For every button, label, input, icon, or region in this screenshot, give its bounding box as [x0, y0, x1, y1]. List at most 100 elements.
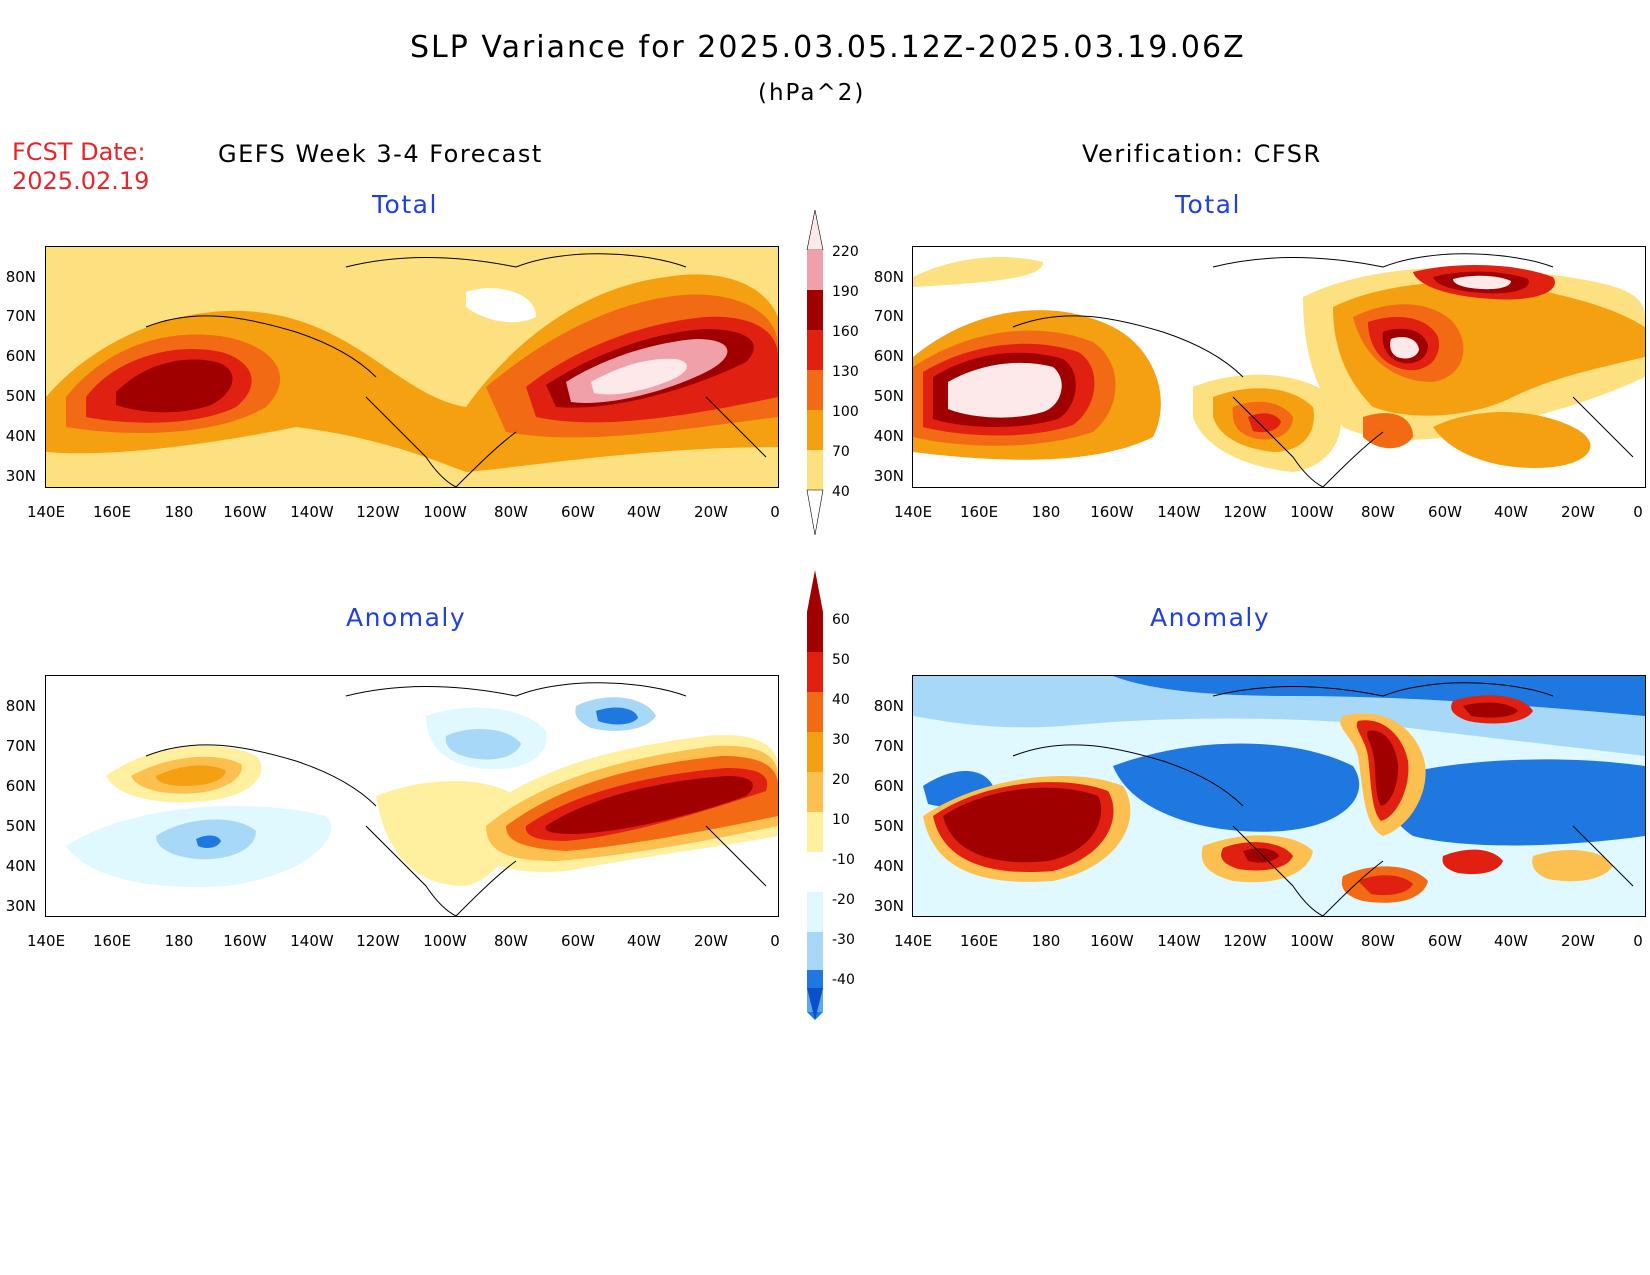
lon-label: 100W: [1290, 503, 1334, 521]
forecast-total-field: [46, 247, 778, 487]
lon-label: 40W: [1494, 503, 1528, 521]
lon-label: 0: [1633, 503, 1643, 521]
lon-label: 140W: [1157, 932, 1201, 950]
lon-label: 160E: [92, 503, 132, 521]
lon-label: 100W: [423, 932, 467, 950]
cbar-label: 50: [832, 652, 850, 668]
lon-label: 140W: [290, 932, 334, 950]
cbar-label: 220: [832, 244, 859, 260]
lon-label: 160W: [223, 503, 267, 521]
lon-label: 20W: [694, 503, 728, 521]
lon-label: 100W: [423, 503, 467, 521]
cbar-swatch: [807, 988, 823, 1020]
cbar-swatch: [807, 892, 823, 932]
lon-label: 60W: [1428, 932, 1462, 950]
lat-label: 30N: [873, 467, 904, 485]
lat-label: 80N: [5, 268, 36, 286]
cbar-label: 20: [832, 772, 850, 788]
lon-label: 80W: [494, 503, 528, 521]
lon-label: 40W: [627, 932, 661, 950]
anomaly-colorbar-tail: [807, 970, 823, 1020]
cbar-label: -20: [832, 892, 855, 908]
lat-label: 70N: [873, 307, 904, 325]
cbar-label: 30: [832, 732, 850, 748]
fcst-date-value: 2025.02.19: [12, 167, 150, 195]
lat-label: 50N: [5, 387, 36, 405]
cbar-swatch: [807, 652, 823, 692]
verification-total-field: [913, 247, 1645, 487]
lon-label: 140E: [26, 503, 66, 521]
cbar-swatch: [807, 970, 823, 988]
cbar-swatch: [807, 612, 823, 652]
lon-label: 180: [164, 932, 194, 950]
forecast-anomaly-field: [46, 676, 778, 916]
cbar-swatch: [807, 330, 823, 370]
lon-label: 160E: [959, 932, 999, 950]
cbar-swatch: [807, 932, 823, 972]
cbar-label: -10: [832, 852, 855, 868]
lon-label: 180: [164, 503, 194, 521]
cbar-swatch: [807, 450, 823, 490]
lat-label: 50N: [5, 817, 36, 835]
lon-label: 140E: [26, 932, 66, 950]
cbar-swatch: [807, 250, 823, 290]
lon-label: 60W: [561, 503, 595, 521]
cbar-label: 130: [832, 364, 859, 380]
lon-label: 160E: [92, 932, 132, 950]
lon-label: 140W: [1157, 503, 1201, 521]
lon-label: 20W: [1561, 503, 1595, 521]
cbar-swatch: [807, 852, 823, 892]
lon-label: 160W: [1090, 932, 1134, 950]
fcst-date-caption: FCST Date:: [12, 138, 146, 166]
lon-label: 100W: [1290, 932, 1334, 950]
lat-label: 80N: [873, 268, 904, 286]
figure-title: SLP Variance for 2025.03.05.12Z-2025.03.…: [410, 30, 1246, 65]
cbar-label: -40: [832, 972, 855, 988]
cbar-swatch: [807, 370, 823, 410]
lon-label: 80W: [1361, 503, 1395, 521]
units-label: (hPa^2): [758, 80, 866, 106]
cbar-label: 100: [832, 404, 859, 420]
anomaly-colorbar: [807, 570, 823, 1020]
lat-label: 50N: [873, 387, 904, 405]
lat-label: 40N: [5, 427, 36, 445]
forecast-anomaly-subtitle: Anomaly: [346, 603, 467, 632]
lon-label: 140W: [290, 503, 334, 521]
lat-label: 60N: [5, 777, 36, 795]
lat-label: 80N: [5, 697, 36, 715]
lon-label: 0: [770, 503, 780, 521]
cbar-swatch: [807, 570, 823, 612]
lat-label: 30N: [5, 897, 36, 915]
lon-label: 20W: [694, 932, 728, 950]
lon-label: 160W: [1090, 503, 1134, 521]
cbar-label: 40: [832, 484, 850, 500]
lat-label: 30N: [873, 897, 904, 915]
verification-total-subtitle: Total: [1175, 190, 1241, 219]
lon-label: 80W: [1361, 932, 1395, 950]
cbar-label: 70: [832, 444, 850, 460]
lat-label: 30N: [5, 467, 36, 485]
lon-label: 40W: [1494, 932, 1528, 950]
fcst-date-label: FCST Date: 2025.02.19: [12, 138, 149, 196]
cbar-label: 160: [832, 324, 859, 340]
verification-anomaly-map: [912, 675, 1646, 917]
lon-label: 160W: [223, 932, 267, 950]
lat-label: 40N: [5, 857, 36, 875]
cbar-label: 60: [832, 612, 850, 628]
cbar-swatch: [806, 489, 824, 536]
cbar-swatch: [807, 692, 823, 732]
lat-label: 50N: [873, 817, 904, 835]
lat-label: 40N: [873, 857, 904, 875]
lon-label: 180: [1031, 932, 1061, 950]
lat-label: 70N: [5, 737, 36, 755]
cbar-label: 190: [832, 284, 859, 300]
lat-label: 70N: [5, 307, 36, 325]
cbar-swatch: [807, 772, 823, 812]
lon-label: 120W: [356, 503, 400, 521]
cbar-swatch: [807, 732, 823, 772]
lon-label: 0: [1633, 932, 1643, 950]
cbar-label: -30: [832, 932, 855, 948]
lat-label: 40N: [873, 427, 904, 445]
lon-label: 60W: [561, 932, 595, 950]
lon-label: 120W: [356, 932, 400, 950]
